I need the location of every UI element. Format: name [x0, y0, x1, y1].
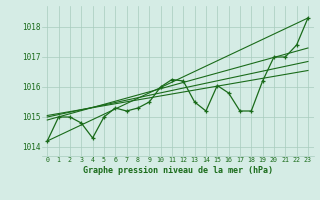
X-axis label: Graphe pression niveau de la mer (hPa): Graphe pression niveau de la mer (hPa): [83, 166, 273, 175]
